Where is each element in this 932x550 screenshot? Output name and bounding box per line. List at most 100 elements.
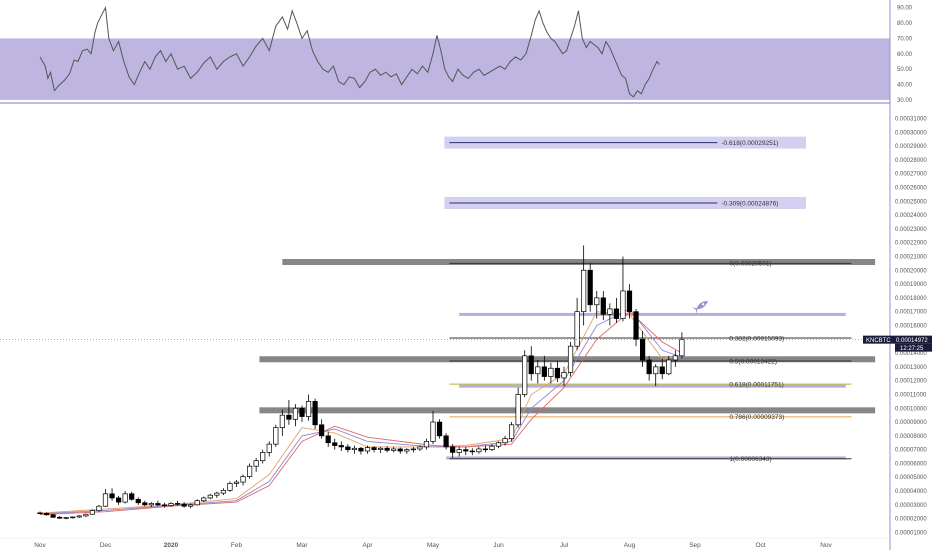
candle-body (430, 421, 436, 442)
candle-body (37, 512, 43, 514)
candle-body (292, 407, 299, 420)
candle-body (378, 447, 384, 451)
candle (620, 256, 626, 322)
price-tick-label: 0.00003000 (895, 503, 927, 509)
candle-body (397, 448, 403, 452)
candle-body (672, 355, 678, 361)
zone-bar (459, 384, 846, 388)
candle (37, 511, 43, 515)
price-tick-label: 0.00008000 (895, 434, 927, 440)
price-tick-label: 0.00019000 (895, 282, 927, 288)
candle-body (122, 493, 128, 503)
candle-body (620, 290, 626, 319)
time-tick-label: Mar (296, 542, 308, 549)
price-tick-label: 0.00017000 (895, 310, 927, 316)
candle (351, 445, 357, 454)
time-tick-label: Jul (560, 542, 569, 549)
candle-body (89, 510, 96, 515)
candle (515, 387, 521, 428)
candle-body (50, 514, 56, 518)
zone-bar (282, 258, 876, 265)
candle (102, 488, 109, 507)
countdown-label: 12:27:25 (900, 346, 924, 352)
candle (43, 512, 50, 516)
candle-body (135, 498, 141, 504)
candle-body (581, 269, 587, 313)
candle-body (476, 448, 482, 453)
candle (214, 491, 220, 498)
candle-body (83, 513, 89, 517)
candle (528, 346, 534, 381)
candle-body (57, 516, 63, 519)
candle (286, 399, 292, 425)
candle-body (410, 448, 416, 451)
zone-bar (259, 407, 876, 414)
candle (220, 488, 226, 496)
candle-body (181, 503, 187, 507)
rocket-fin (691, 307, 698, 314)
time-tick-label: Jun (493, 542, 504, 549)
price-tick-label: 0.00028000 (895, 158, 927, 164)
candle-body (456, 449, 462, 453)
price-tick-label: 0.00013000 (895, 365, 927, 371)
last-price-label: 0.00014972 (896, 338, 928, 344)
price-tick-label: 0.00006000 (895, 461, 927, 467)
candle (541, 355, 547, 381)
price-tick-label: 0.00007000 (895, 448, 927, 454)
fib-label: -0.309(0.00024876) (721, 200, 778, 207)
time-tick-label: Nov (34, 542, 46, 549)
price-tick-label: 0.00012000 (895, 379, 927, 385)
candle (96, 504, 102, 512)
candle (299, 405, 305, 423)
candle-body (528, 355, 534, 375)
candle-body (404, 449, 410, 452)
candle (148, 502, 154, 507)
price-tick-label: 0.00002000 (895, 517, 927, 523)
price-tick-label: 0.00030000 (895, 130, 927, 136)
candle-body (76, 515, 82, 518)
candle-body (148, 503, 154, 506)
candle (155, 500, 161, 507)
candle-body (325, 435, 331, 444)
fib-label: 0(0.00020501) (729, 261, 771, 268)
candle-body (319, 424, 325, 437)
candle (423, 438, 430, 450)
candle (312, 398, 318, 429)
candle-body (240, 476, 246, 483)
candle-body (417, 446, 423, 450)
candle (292, 404, 299, 427)
candle-body (509, 424, 515, 439)
candle-body (299, 407, 305, 417)
candle (135, 497, 141, 505)
candle-body (214, 492, 220, 496)
rsi-tick-label: 40.00 (897, 83, 913, 89)
candle (397, 447, 403, 454)
price-tick-label: 0.00021000 (895, 254, 927, 260)
candle (522, 350, 528, 398)
candle-body (495, 442, 502, 447)
candle-body (358, 447, 364, 452)
candle-body (594, 297, 600, 306)
candle (378, 446, 384, 454)
candle (535, 359, 541, 384)
time-tick-label: May (427, 542, 440, 549)
price-tick-label: 0.00027000 (895, 172, 927, 178)
price-axis: 30.00 40.00 50.00 60.00 70.00 80.00 90.00 0.000… (863, 0, 932, 550)
candle (672, 350, 678, 367)
candle (181, 502, 187, 508)
candle (633, 308, 639, 347)
rsi-tick-label: 30.00 (897, 98, 913, 104)
candle-body (548, 367, 554, 377)
candle-body (567, 345, 574, 373)
candle (207, 493, 213, 500)
price-tick-label: 0.00010000 (895, 406, 927, 412)
candle (122, 491, 128, 504)
time-tick-label: Oct (755, 542, 765, 549)
candle-body (109, 493, 115, 499)
candle-body (345, 446, 351, 451)
candle-body (554, 367, 561, 379)
candle-body (653, 366, 659, 375)
candle-body (142, 502, 148, 506)
candle (279, 409, 285, 436)
